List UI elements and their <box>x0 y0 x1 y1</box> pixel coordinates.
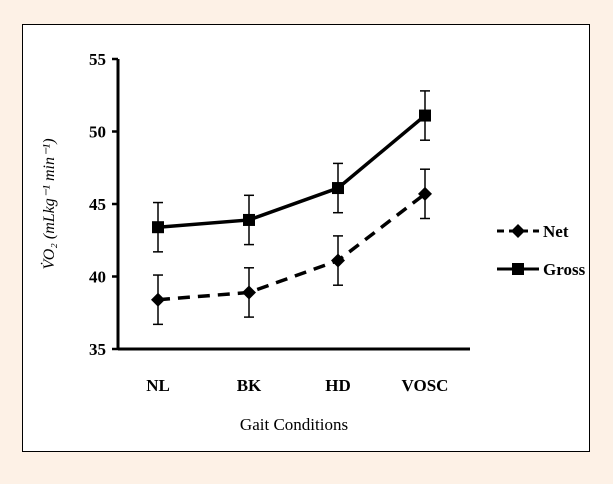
square-marker <box>243 213 255 226</box>
series-gross <box>152 90 431 253</box>
x-tick-label: HD <box>325 376 351 395</box>
legend-label: Net <box>543 222 569 241</box>
diamond-marker <box>331 253 345 268</box>
x-tick-label: BK <box>237 376 262 395</box>
square-marker <box>152 221 164 234</box>
square-marker <box>332 182 344 195</box>
series-line <box>157 192 427 302</box>
diamond-marker <box>242 285 256 300</box>
y-tick-label: 55 <box>89 50 106 69</box>
legend: Net Gross <box>497 222 586 279</box>
y-tick-label: 45 <box>89 195 106 214</box>
x-tick-label: VOSC <box>402 376 449 395</box>
series-line <box>157 114 427 229</box>
y-tick-label: 50 <box>89 123 106 142</box>
series-net <box>151 168 432 326</box>
y-axis-label: V̇O₂ (mLkg⁻¹ min⁻¹) <box>41 138 58 269</box>
x-axis-label: Gait Conditions <box>240 415 348 434</box>
legend-item-gross: Gross <box>497 260 586 279</box>
legend-label: Gross <box>543 260 586 279</box>
series-layer <box>151 90 432 326</box>
y-tick-label: 40 <box>89 268 106 287</box>
x-tick-label: NL <box>146 376 170 395</box>
y-tick-label: 35 <box>89 340 106 359</box>
square-marker <box>512 263 524 275</box>
diamond-marker <box>151 292 165 307</box>
legend-item-net: Net <box>497 222 569 241</box>
square-marker <box>419 109 431 122</box>
diamond-marker <box>511 224 525 238</box>
axes: 35 40 45 50 55 NL BK HD VOSC <box>89 50 470 395</box>
diamond-marker <box>418 186 432 201</box>
